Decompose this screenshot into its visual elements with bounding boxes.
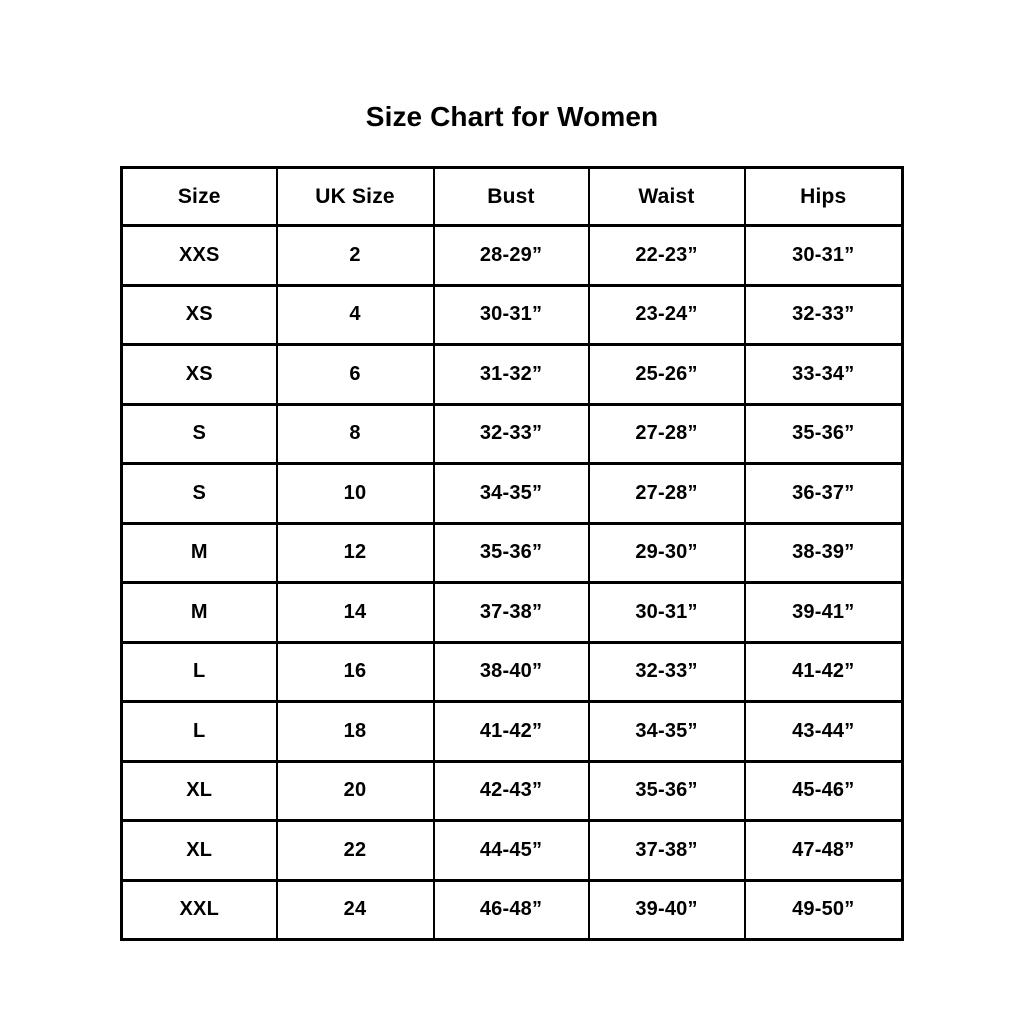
cell-bust: 30-31” [433, 285, 590, 346]
cell-bust: 31-32” [433, 344, 590, 406]
cell-waist: 27-28” [588, 404, 746, 465]
column-header-hips: Hips [744, 167, 903, 227]
cell-hips: 32-33” [744, 285, 903, 346]
cell-size: L [121, 642, 278, 703]
table-row: M 12 35-36” 29-30” 38-39” [121, 523, 903, 584]
table-row: S 8 32-33” 27-28” 35-36” [121, 404, 903, 465]
cell-size: M [121, 523, 278, 584]
cell-uk-size: 12 [276, 523, 435, 584]
cell-size: XL [121, 820, 278, 882]
cell-waist: 37-38” [588, 820, 746, 882]
cell-uk-size: 22 [276, 820, 435, 882]
table-row: XXS 2 28-29” 22-23” 30-31” [121, 225, 903, 287]
size-chart-table: Size UK Size Bust Waist Hips XXS 2 28-29” 22-23… [120, 166, 904, 941]
cell-hips: 36-37” [744, 463, 903, 525]
table-row: XS 4 30-31” 23-24” 32-33” [121, 285, 903, 346]
cell-hips: 41-42” [744, 642, 903, 703]
cell-bust: 38-40” [433, 642, 590, 703]
table-header: Size UK Size Bust Waist Hips [121, 167, 903, 227]
cell-waist: 39-40” [588, 880, 746, 940]
cell-size: M [121, 582, 278, 644]
cell-uk-size: 20 [276, 761, 435, 822]
cell-bust: 37-38” [433, 582, 590, 644]
cell-uk-size: 8 [276, 404, 435, 465]
table-row: L 16 38-40” 32-33” 41-42” [121, 642, 903, 703]
column-header-waist: Waist [588, 167, 746, 227]
cell-size: S [121, 404, 278, 465]
cell-hips: 35-36” [744, 404, 903, 465]
cell-hips: 43-44” [744, 701, 903, 763]
cell-size: S [121, 463, 278, 525]
cell-size: XS [121, 285, 278, 346]
cell-bust: 44-45” [433, 820, 590, 882]
cell-uk-size: 18 [276, 701, 435, 763]
cell-size: XXS [121, 225, 278, 287]
column-header-uk-size: UK Size [276, 167, 435, 227]
cell-uk-size: 4 [276, 285, 435, 346]
table-row: M 14 37-38” 30-31” 39-41” [121, 582, 903, 644]
table-row: L 18 41-42” 34-35” 43-44” [121, 701, 903, 763]
cell-hips: 47-48” [744, 820, 903, 882]
cell-hips: 33-34” [744, 344, 903, 406]
cell-bust: 35-36” [433, 523, 590, 584]
cell-size: L [121, 701, 278, 763]
table-row: XL 22 44-45” 37-38” 47-48” [121, 820, 903, 882]
cell-waist: 27-28” [588, 463, 746, 525]
cell-bust: 46-48” [433, 880, 590, 940]
cell-uk-size: 24 [276, 880, 435, 940]
cell-hips: 30-31” [744, 225, 903, 287]
cell-uk-size: 6 [276, 344, 435, 406]
cell-waist: 34-35” [588, 701, 746, 763]
table-row: XS 6 31-32” 25-26” 33-34” [121, 344, 903, 406]
cell-hips: 38-39” [744, 523, 903, 584]
table-row: S 10 34-35” 27-28” 36-37” [121, 463, 903, 525]
column-header-size: Size [121, 167, 278, 227]
cell-hips: 39-41” [744, 582, 903, 644]
cell-hips: 45-46” [744, 761, 903, 822]
cell-hips: 49-50” [792, 898, 855, 921]
cell-waist: 32-33” [588, 642, 746, 703]
cell-uk-size: 14 [276, 582, 435, 644]
table-row: XXL 24 46-48” 39-40” 49-50” [121, 880, 903, 940]
table-row: XL 20 42-43” 35-36” 45-46” [121, 761, 903, 822]
cell-uk-size: 16 [276, 642, 435, 703]
cell-bust: 34-35” [433, 463, 590, 525]
cell-waist: 29-30” [588, 523, 746, 584]
page-title: Size Chart for Women [365, 101, 659, 132]
table-header-row: Size UK Size Bust Waist Hips [121, 167, 903, 227]
cell-waist: 25-26” [588, 344, 746, 406]
cell-bust: 28-29” [433, 225, 590, 287]
column-header-bust: Bust [433, 167, 590, 227]
cell-uk-size: 10 [276, 463, 435, 525]
table-body: XXS 2 28-29” 22-23” 30-31” XS 4 30-31” 23-24” 32-… [121, 225, 903, 940]
cell-size: XS [121, 344, 278, 406]
cell-size: XXL [121, 880, 278, 940]
cell-uk-size: 2 [276, 225, 435, 287]
cell-bust: 41-42” [433, 701, 590, 763]
cell-waist: 35-36” [588, 761, 746, 822]
cell-bust: 32-33” [433, 404, 590, 465]
cell-bust: 42-43” [433, 761, 590, 822]
cell-waist: 22-23” [588, 225, 746, 287]
cell-size: XL [121, 761, 278, 822]
size-table-container: Size UK Size Bust Waist Hips XXS 2 28-29” 22-23… [120, 166, 904, 941]
cell-waist: 23-24” [588, 285, 746, 346]
cell-waist: 30-31” [588, 582, 746, 644]
